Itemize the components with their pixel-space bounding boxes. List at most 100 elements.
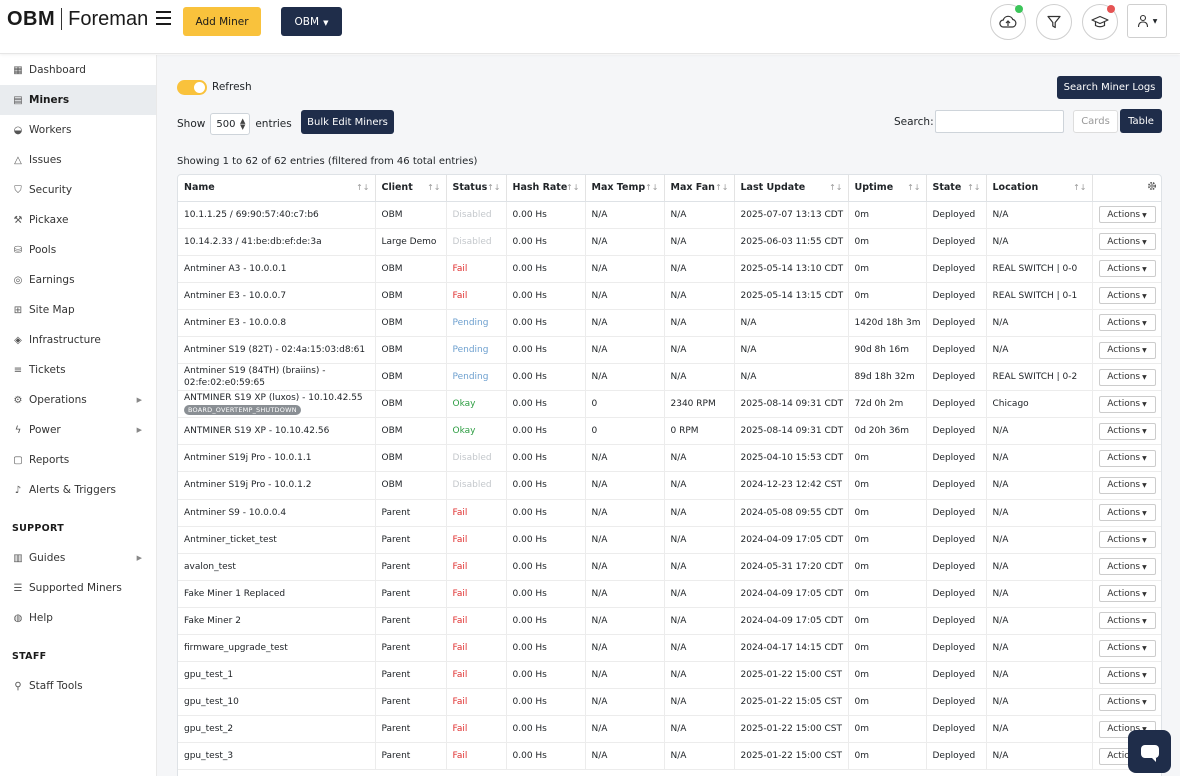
- table-row[interactable]: gpu_test_10 Parent Fail 0.00 Hs N/A N/A 2025-0…: [178, 688, 1161, 717]
- actions-dropdown-button[interactable]: Actions▼: [1098, 504, 1156, 522]
- cell-name[interactable]: Antminer S9 - 10.0.0.4: [178, 499, 376, 527]
- table-row[interactable]: gpu_test_1 Parent Fail 0.00 Hs N/A N/A 2025-01…: [178, 661, 1161, 690]
- app-logo[interactable]: OBM Foreman: [7, 7, 148, 31]
- cell-name[interactable]: 10.1.1.25 / 69:90:57:40:c7:b6: [178, 201, 376, 229]
- miner-name-link[interactable]: avalon_test: [184, 561, 236, 572]
- column-header-status[interactable]: Status ↑↓: [446, 175, 507, 202]
- cell-name[interactable]: gpu_test_1: [178, 661, 376, 690]
- sidebar-item-dashboard[interactable]: ▦ Dashboard: [0, 55, 156, 85]
- miner-name-link[interactable]: gpu_test_1: [184, 670, 234, 681]
- table-row[interactable]: Antminer E3 - 10.0.0.8 OBM Pending 0.00 Hs N…: [178, 309, 1161, 337]
- cell-name[interactable]: Antminer S19 (82T) - 02:4a:15:03:d8:61: [178, 336, 376, 365]
- cell-name[interactable]: Antminer E3 - 10.0.0.7: [178, 282, 376, 310]
- cell-name[interactable]: ANTMINER S19 XP (luxos) - 10.10.42.55 BOA…: [178, 390, 376, 419]
- sidebar-item-pickaxe[interactable]: ⚒ Pickaxe: [0, 205, 156, 235]
- sidebar-item-power[interactable]: ϟ Power ▶: [0, 415, 156, 445]
- table-row[interactable]: Antminer S9 - 10.0.0.4 Parent Fail 0.00 Hs N…: [178, 499, 1161, 527]
- cards-view-button[interactable]: Cards: [1073, 110, 1118, 133]
- table-row[interactable]: ANTMINER S19 XP (luxos) - 10.10.42.55 BOA…: [178, 390, 1161, 419]
- actions-dropdown-button[interactable]: Actions▼: [1098, 476, 1156, 494]
- miner-name-link[interactable]: Antminer E3 - 10.0.0.8: [184, 317, 287, 328]
- actions-dropdown-button[interactable]: Actions▼: [1098, 260, 1156, 278]
- table-row[interactable]: Antminer_ticket_test Parent Fail 0.00 Hs N/A…: [178, 526, 1161, 554]
- sidebar-item-workers[interactable]: ◒ Workers: [0, 115, 156, 145]
- sidebar-item-tickets[interactable]: ≡ Tickets: [0, 355, 156, 385]
- sidebar-item-site-map[interactable]: ⊞ Site Map: [0, 295, 156, 325]
- sidebar-item-alerts-triggers[interactable]: ♪ Alerts & Triggers: [0, 475, 156, 505]
- sidebar-item-reports[interactable]: ▢ Reports: [0, 445, 156, 475]
- cell-name[interactable]: 10.14.2.33 / 41:be:db:ef:de:3a: [178, 228, 376, 256]
- miner-name-link[interactable]: Antminer S19 (84TH) (braiins) - 02:fe:02…: [184, 366, 326, 389]
- cell-name[interactable]: Fake Miner 2: [178, 607, 376, 636]
- actions-dropdown-button[interactable]: Actions▼: [1098, 233, 1156, 251]
- sidebar-item-staff-tools[interactable]: ⚲ Staff Tools: [0, 671, 156, 701]
- table-row[interactable]: gpu_test_3 Parent Fail 0.00 Hs N/A N/A 2025-01…: [178, 742, 1161, 771]
- actions-dropdown-button[interactable]: Actions▼: [1098, 693, 1156, 711]
- miner-name-link[interactable]: Antminer S9 - 10.0.0.4: [184, 507, 287, 518]
- bulk-edit-miners-button[interactable]: Bulk Edit Miners: [301, 110, 394, 134]
- table-row[interactable]: Antminer A3 - 10.0.0.1 OBM Fail 0.00 Hs N/A N…: [178, 255, 1161, 283]
- cell-name[interactable]: gpu_test_3: [178, 742, 376, 771]
- actions-dropdown-button[interactable]: Actions▼: [1098, 558, 1156, 576]
- miner-name-link[interactable]: ANTMINER S19 XP (luxos) - 10.10.42.55: [184, 393, 363, 404]
- actions-dropdown-button[interactable]: Actions▼: [1098, 341, 1156, 359]
- cell-name[interactable]: Fake Miner 1 Replaced: [178, 580, 376, 608]
- miner-name-link[interactable]: gpu_test_2: [184, 724, 234, 735]
- miner-name-link[interactable]: Fake Miner 2: [184, 615, 241, 626]
- miner-name-link[interactable]: Antminer S19 (82T) - 02:4a:15:03:d8:61: [184, 345, 366, 356]
- actions-dropdown-button[interactable]: Actions▼: [1098, 314, 1156, 332]
- cell-name[interactable]: Antminer S19 (84TH) (braiins) - 02:fe:02…: [178, 363, 376, 392]
- menu-toggle-icon[interactable]: [156, 11, 171, 25]
- column-header-max-temp[interactable]: Max Temp ↑↓: [585, 175, 665, 202]
- actions-dropdown-button[interactable]: Actions▼: [1098, 666, 1156, 684]
- actions-dropdown-button[interactable]: Actions▼: [1098, 449, 1156, 467]
- actions-dropdown-button[interactable]: Actions▼: [1098, 531, 1156, 549]
- table-row[interactable]: Fake Miner 1 Replaced Parent Fail 0.00 Hs N/…: [178, 580, 1161, 608]
- sidebar-item-help[interactable]: ◍ Help: [0, 603, 156, 633]
- cell-name[interactable]: Antminer S19j Pro - 10.0.1.2: [178, 471, 376, 500]
- cell-name[interactable]: ANTMINER S19 XP - 10.10.42.56: [178, 417, 376, 446]
- table-row[interactable]: Fake Miner 2 Parent Fail 0.00 Hs N/A N/A 2024-…: [178, 607, 1161, 636]
- add-miner-button[interactable]: Add Miner: [183, 7, 261, 36]
- actions-dropdown-button[interactable]: Actions▼: [1098, 206, 1156, 224]
- miner-name-link[interactable]: firmware_upgrade_test: [184, 643, 288, 654]
- actions-dropdown-button[interactable]: Actions▼: [1098, 585, 1156, 603]
- sidebar-item-supported-miners[interactable]: ☰ Supported Miners: [0, 573, 156, 603]
- table-row[interactable]: 10.1.1.25 / 69:90:57:40:c7:b6 OBM Disabled…: [178, 201, 1161, 229]
- table-row[interactable]: Antminer S19j Pro - 10.0.1.2 OBM Disabled 0…: [178, 471, 1161, 500]
- table-row[interactable]: firmware_upgrade_test Parent Fail 0.00 Hs N/…: [178, 634, 1161, 663]
- table-row[interactable]: avalon_test Parent Fail 0.00 Hs N/A N/A 2024-0…: [178, 553, 1161, 581]
- academy-button[interactable]: [1082, 4, 1118, 40]
- column-header-max-fan[interactable]: Max Fan ↑↓: [664, 175, 735, 202]
- cell-name[interactable]: Antminer A3 - 10.0.0.1: [178, 255, 376, 283]
- miner-name-link[interactable]: Antminer S19j Pro - 10.0.1.2: [184, 480, 312, 491]
- column-settings[interactable]: [1092, 175, 1161, 202]
- cell-name[interactable]: gpu_test_2: [178, 715, 376, 744]
- miner-name-link[interactable]: Antminer_ticket_test: [184, 534, 277, 545]
- actions-dropdown-button[interactable]: Actions▼: [1098, 287, 1156, 305]
- sidebar-item-issues[interactable]: △ Issues: [0, 145, 156, 175]
- filter-button[interactable]: [1036, 4, 1072, 40]
- miner-name-link[interactable]: Antminer A3 - 10.0.0.1: [184, 263, 287, 274]
- cell-name[interactable]: firmware_upgrade_test: [178, 634, 376, 663]
- column-header-state[interactable]: State ↑↓: [926, 175, 987, 202]
- table-row[interactable]: Antminer S19j Pro - 10.0.1.1 OBM Disabled 0…: [178, 444, 1161, 473]
- sidebar-item-miners[interactable]: ▤ Miners: [0, 85, 156, 115]
- column-header-name[interactable]: Name ↑↓: [178, 175, 376, 202]
- table-row[interactable]: ANTMINER S19 XP - 10.10.42.56 OBM Okay 0.00…: [178, 417, 1161, 446]
- miner-name-link[interactable]: gpu_test_3: [184, 751, 234, 762]
- table-view-button[interactable]: Table: [1120, 109, 1162, 133]
- column-header-client[interactable]: Client ↑↓: [375, 175, 447, 202]
- sidebar-item-infrastructure[interactable]: ◈ Infrastructure: [0, 325, 156, 355]
- column-header-uptime[interactable]: Uptime ↑↓: [848, 175, 927, 202]
- table-row[interactable]: Antminer E3 - 10.0.0.7 OBM Fail 0.00 Hs N/A N…: [178, 282, 1161, 310]
- miner-name-link[interactable]: Fake Miner 1 Replaced: [184, 588, 286, 599]
- column-header-hash-rate[interactable]: Hash Rate ↑↓: [506, 175, 586, 202]
- sidebar-item-pools[interactable]: ⛁ Pools: [0, 235, 156, 265]
- actions-dropdown-button[interactable]: Actions▼: [1098, 612, 1156, 630]
- table-row[interactable]: 10.14.2.33 / 41:be:db:ef:de:3a Large Demo…: [178, 228, 1161, 256]
- cell-name[interactable]: Antminer_ticket_test: [178, 526, 376, 554]
- miner-name-link[interactable]: 10.14.2.33 / 41:be:db:ef:de:3a: [184, 236, 322, 247]
- refresh-toggle[interactable]: [177, 80, 207, 95]
- search-miner-logs-button[interactable]: Search Miner Logs: [1057, 76, 1162, 99]
